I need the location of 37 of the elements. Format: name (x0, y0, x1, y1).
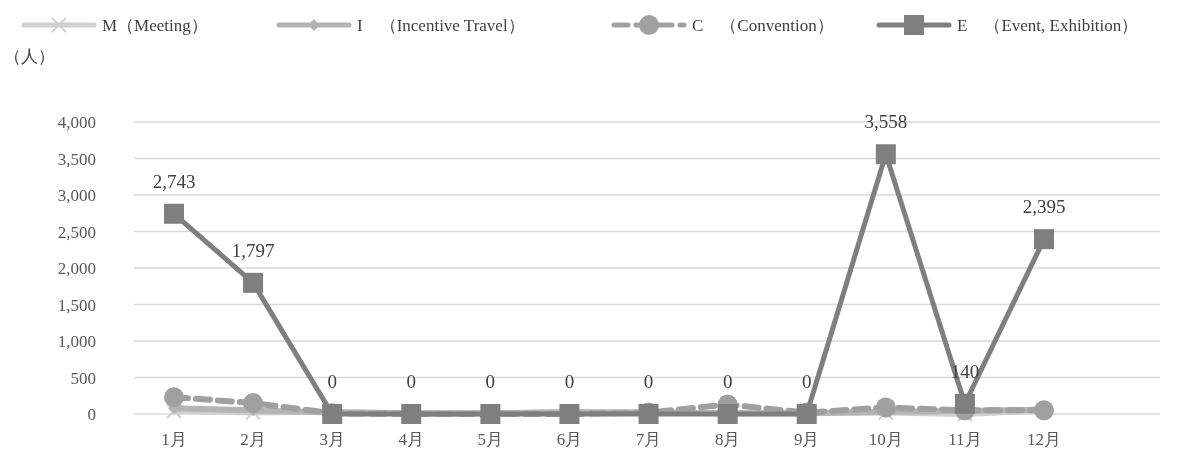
x-tick-label: 7月 (635, 430, 662, 449)
data-label: 0 (564, 371, 575, 392)
y-tick-label: 2,500 (57, 222, 96, 242)
y-tick-label: 3,500 (57, 149, 96, 169)
data-label: 2,395 (1022, 196, 1066, 218)
legend-label: M（Meeting） (102, 16, 208, 35)
x-tick-label: 3月 (319, 430, 345, 449)
data-label: 0 (406, 371, 417, 392)
y-tick-label: 3,000 (57, 186, 96, 205)
y-axis-title: （人） (4, 47, 55, 66)
x-tick-label: 5月 (477, 430, 504, 449)
legend-label: C （Convention） (692, 16, 834, 35)
x-tick-label: 8月 (714, 430, 741, 449)
x-tick-label: 4月 (398, 430, 425, 449)
y-tick-label: 2,000 (57, 259, 96, 278)
data-label: 0 (643, 371, 654, 392)
x-tick-label: 2月 (240, 430, 266, 449)
data-label: 0 (722, 371, 733, 392)
x-tick-label: 6月 (556, 430, 583, 449)
y-tick-label: 0 (87, 405, 96, 424)
x-tick-label: 9月 (793, 430, 820, 449)
data-label: 0 (327, 371, 337, 392)
x-tick-label: 10月 (868, 430, 903, 449)
data-label: 0 (485, 371, 496, 392)
data-label: 1,797 (231, 239, 275, 261)
y-tick-label: 1,000 (57, 332, 96, 351)
y-tick-label: 500 (70, 368, 96, 388)
x-tick-label: 12月 (1027, 430, 1061, 449)
data-label: 3,558 (864, 111, 908, 133)
y-tick-label: 1,500 (57, 295, 96, 315)
x-tick-label: 1月 (161, 430, 187, 449)
legend-label: I （Incentive Travel） (357, 16, 525, 35)
data-label: 0 (801, 371, 812, 392)
data-label: 2,743 (152, 170, 196, 192)
legend-label: E （Event, Exhibition） (957, 16, 1139, 35)
x-tick-label: 11月 (948, 430, 982, 449)
y-tick-label: 4,000 (57, 113, 96, 132)
